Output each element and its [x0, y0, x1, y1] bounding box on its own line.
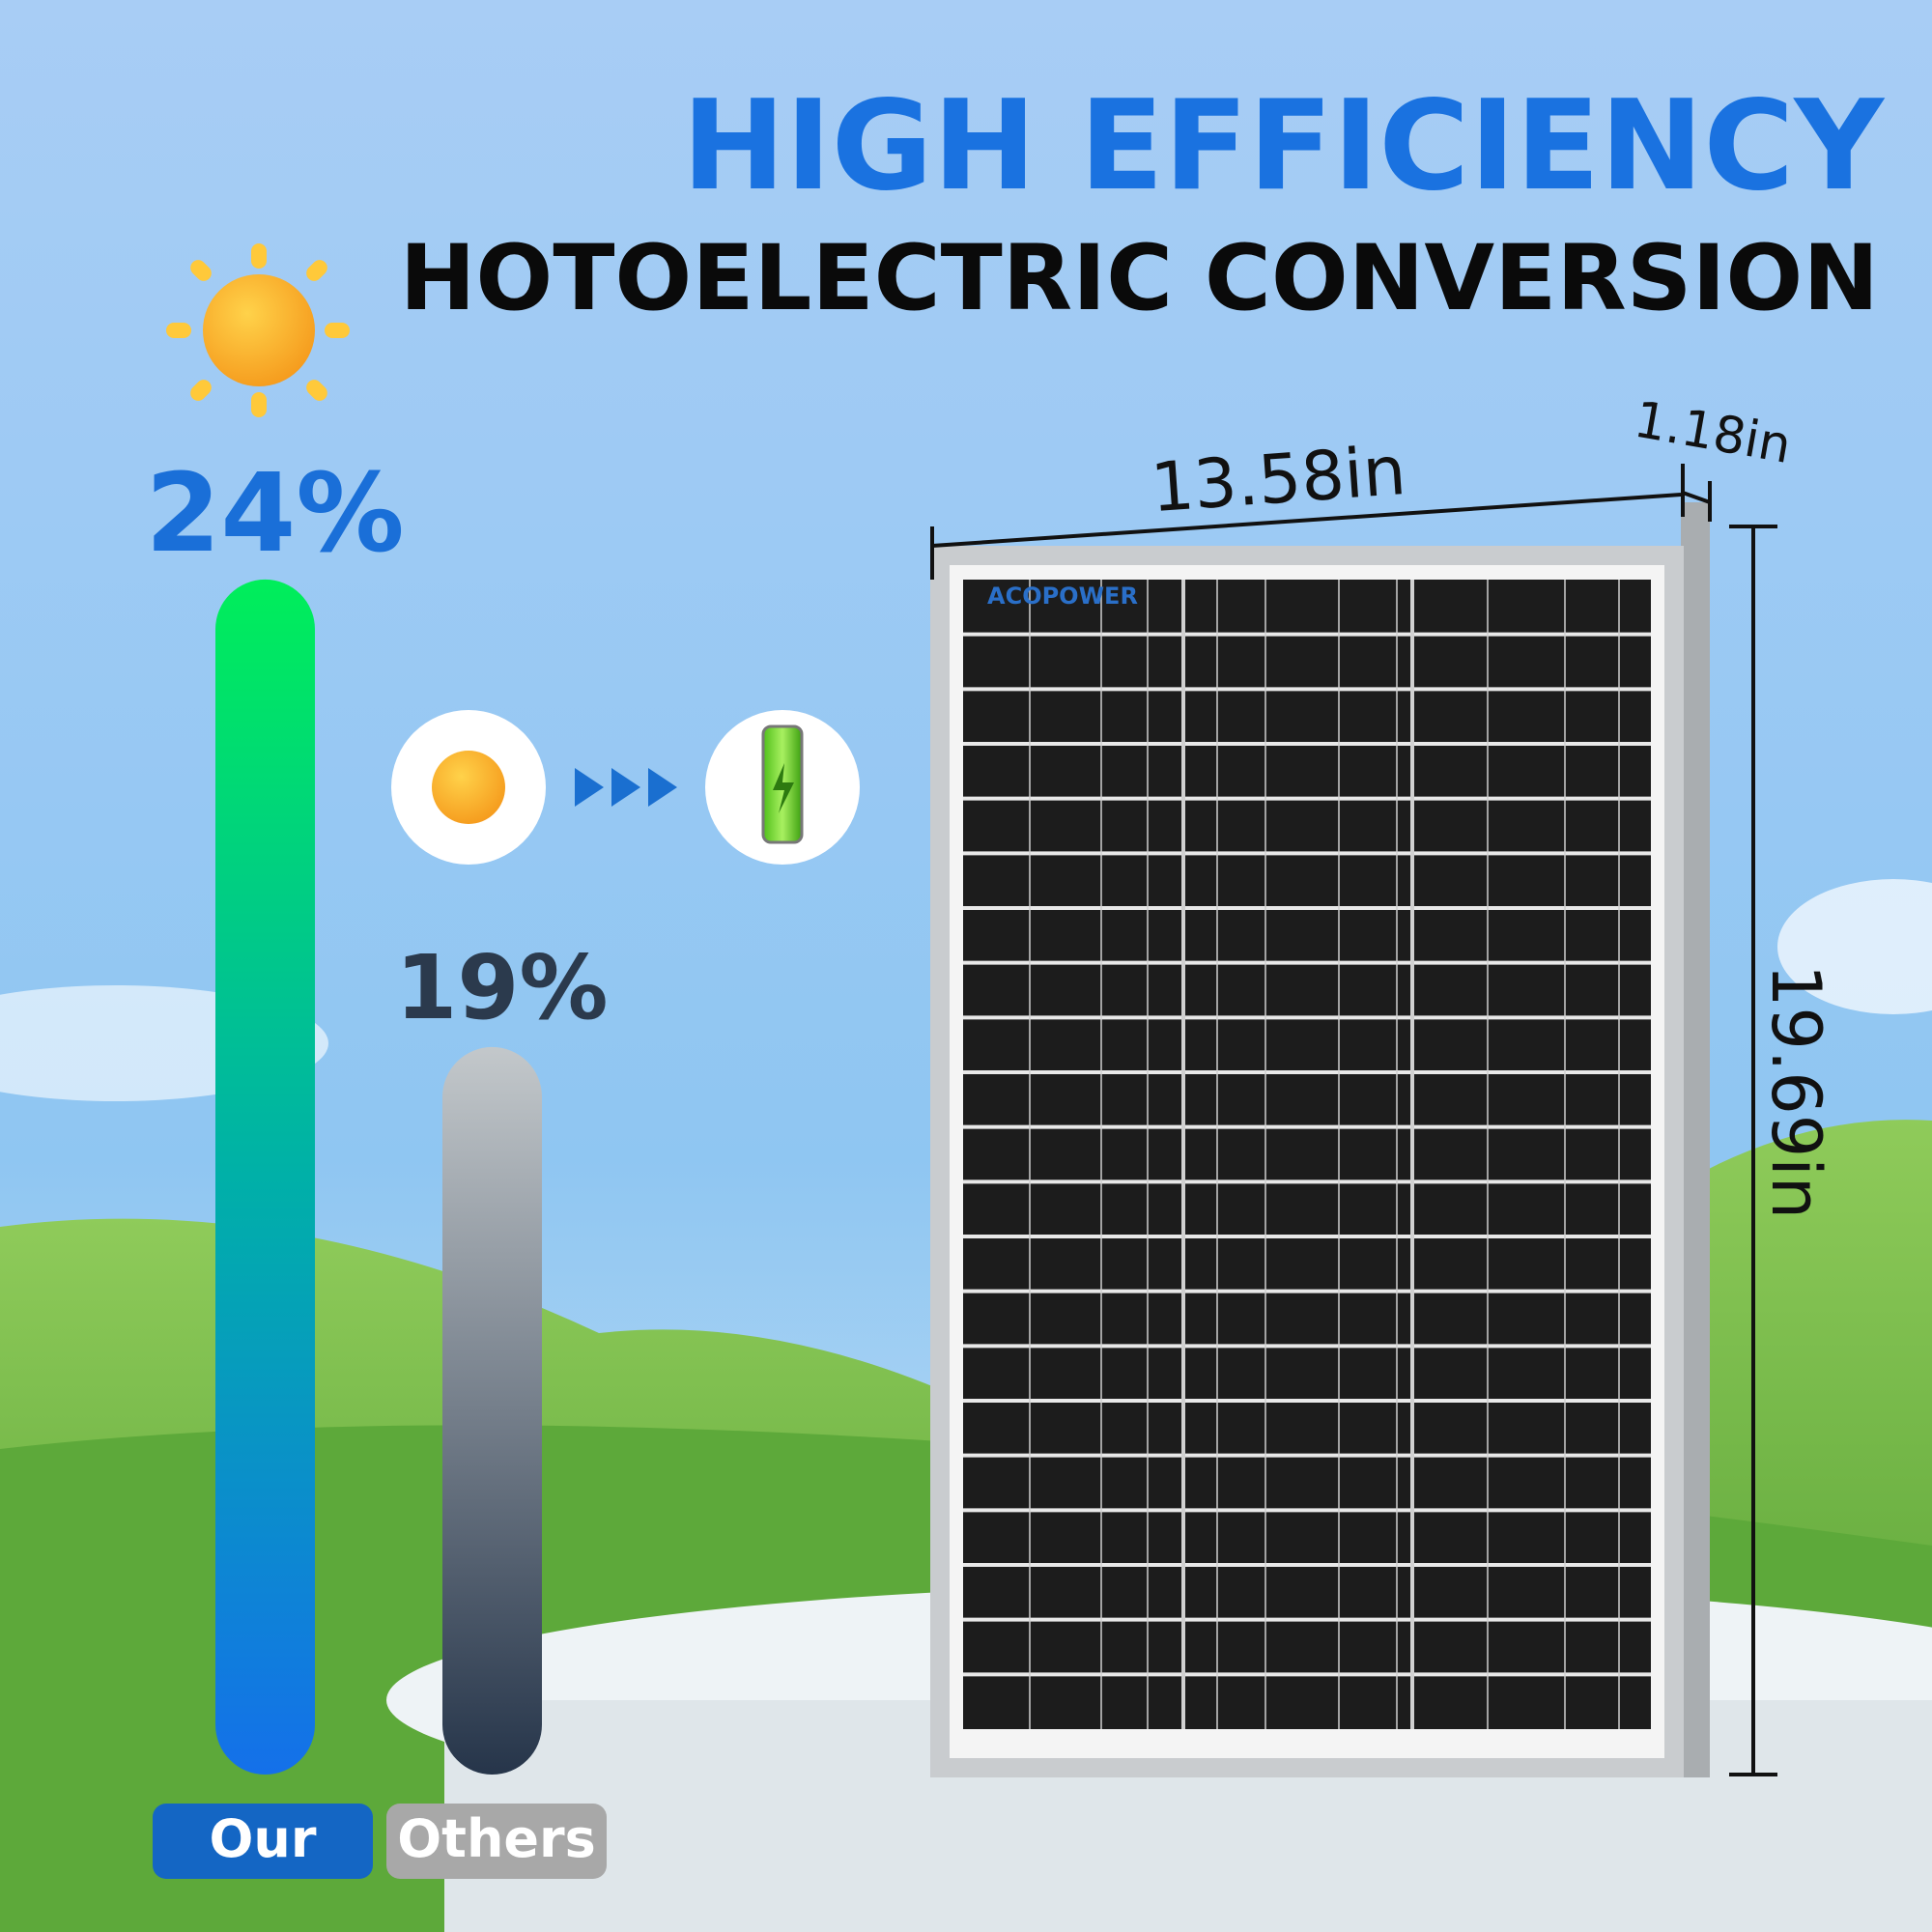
value-label: 24%	[145, 451, 404, 577]
sun	[432, 751, 505, 824]
height-label: 19.69in	[1756, 964, 1835, 1219]
width-line	[931, 493, 1682, 548]
sun	[203, 274, 315, 386]
sun-icon	[166, 243, 350, 417]
ray	[251, 392, 267, 417]
title: HIGH EFFICIENCY	[682, 74, 1886, 218]
width-label: 13.58in	[1149, 431, 1408, 527]
category-label: Others	[397, 1808, 596, 1869]
subtitle: HOTOELECTRIC CONVERSION	[400, 226, 1879, 331]
ray	[306, 260, 327, 281]
ray	[166, 323, 191, 338]
ray	[306, 380, 327, 401]
bolt	[773, 763, 794, 813]
category-pill	[386, 1804, 607, 1879]
panel-side	[1681, 502, 1710, 1777]
ray	[190, 260, 212, 281]
arrows	[575, 768, 677, 807]
bar	[215, 579, 315, 1775]
depth-line	[1682, 491, 1711, 504]
solar-panel	[930, 502, 1710, 1777]
value-label: 19%	[395, 936, 608, 1039]
panel-cells	[963, 580, 1651, 1729]
ray	[251, 243, 267, 269]
category-label: Our	[210, 1808, 317, 1869]
dimensions	[930, 464, 1777, 1776]
ray	[190, 380, 212, 401]
ray	[325, 323, 350, 338]
brand: ACOPOWER	[987, 582, 1138, 610]
category-pill	[153, 1804, 373, 1879]
conversion-icon	[391, 710, 860, 865]
bar	[442, 1046, 542, 1775]
cloud	[1777, 879, 1932, 1014]
